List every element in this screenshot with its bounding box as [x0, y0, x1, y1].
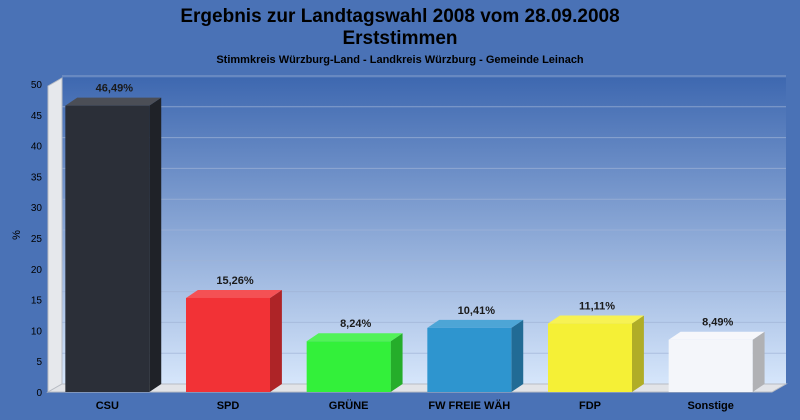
- bar-top: [548, 315, 644, 324]
- y-tick-label: 0: [36, 388, 42, 399]
- gridlines: [62, 75, 786, 354]
- bar-side: [752, 331, 765, 392]
- x-tick-label: SPD: [217, 400, 240, 412]
- x-tick-label: GRÜNE: [329, 399, 369, 412]
- y-tick-label: 10: [31, 326, 43, 337]
- bar-top: [186, 289, 282, 298]
- y-tick-label: 25: [31, 234, 43, 245]
- value-label: 8,49%: [702, 317, 733, 329]
- y-tick-label: 20: [31, 265, 43, 276]
- value-label: 15,26%: [216, 275, 254, 287]
- x-tick-label: CSU: [96, 400, 119, 412]
- left-wall: [47, 77, 63, 393]
- bar-front: [65, 105, 150, 393]
- plot-background: [62, 78, 786, 384]
- y-tick-label: 35: [31, 172, 43, 183]
- bar-front: [427, 327, 512, 392]
- y-axis-ticks: 0 5 10 15 20 25 30 35 40 45 50: [31, 80, 43, 399]
- y-tick-label: 30: [31, 203, 43, 214]
- bar-side: [632, 315, 644, 392]
- bar-side: [149, 97, 162, 393]
- bar-grüne: [306, 333, 403, 392]
- value-label: 11,11%: [579, 301, 615, 313]
- y-tick-label: 45: [31, 111, 43, 122]
- value-label: 46,49%: [96, 83, 134, 95]
- y-tick-label: 40: [31, 142, 43, 153]
- bar-fw-freie-wäh: [427, 319, 524, 392]
- x-tick-label: FDP: [579, 400, 601, 412]
- bar-front: [306, 341, 391, 392]
- value-labels: 46,49% 15,26% 8,24% 10,41% 11,11% 8,49%: [96, 83, 734, 331]
- title-block: Ergebnis zur Landtagswahl 2008 vom 28.09…: [0, 0, 800, 66]
- bar-side: [511, 319, 524, 392]
- chart-title-second-line: Erststimmen: [342, 28, 458, 49]
- chart-subtitle: Stimmkreis Würzburg-Land - Landkreis Wür…: [216, 54, 584, 66]
- bar-front: [186, 297, 270, 392]
- chart-title: Ergebnis zur Landtagswahl 2008 vom 28.09…: [180, 6, 620, 27]
- bar-front: [668, 339, 753, 392]
- bar-front: [548, 323, 632, 392]
- bar-csu: [65, 97, 162, 393]
- bar-side: [270, 289, 282, 392]
- y-tick-label: 50: [31, 80, 43, 91]
- x-tick-label: Sonstige: [687, 400, 733, 412]
- bars: [65, 97, 765, 393]
- y-tick-label: 5: [36, 357, 42, 368]
- y-tick-label: 15: [31, 296, 43, 307]
- bar-top: [65, 97, 162, 106]
- x-tick-label: FW FREIE WÄH: [428, 399, 510, 412]
- value-label: 8,24%: [340, 318, 371, 330]
- bar-sonstige: [668, 331, 765, 392]
- bar-fdp: [548, 315, 644, 392]
- bar-top: [306, 333, 403, 342]
- y-axis-label: %: [11, 230, 23, 240]
- bar-side: [390, 333, 403, 392]
- bar-top: [427, 319, 524, 328]
- value-label: 10,41%: [458, 305, 496, 317]
- bar-top: [668, 331, 765, 340]
- bar-spd: [186, 289, 282, 392]
- x-axis-labels: CSU SPD GRÜNE FW FREIE WÄH FDP Sonstige: [96, 399, 734, 412]
